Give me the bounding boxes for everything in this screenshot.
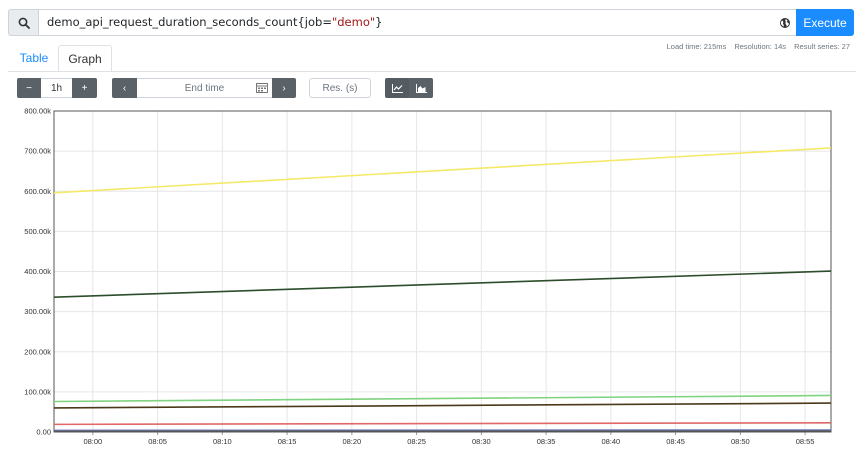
x-tick-label: 08:35 [537, 437, 556, 446]
expression-input[interactable]: demo_api_request_duration_seconds_count{… [38, 9, 774, 36]
load-time: Load time: 215ms [666, 42, 727, 51]
y-tick-label: 200.00k [24, 347, 51, 356]
y-tick-label: 800.00k [24, 107, 51, 116]
resolution-input[interactable]: Res. (s) [309, 78, 371, 98]
x-tick-label: 08:55 [796, 437, 815, 446]
y-tick-label: 600.00k [24, 187, 51, 196]
calendar-icon[interactable] [256, 82, 268, 94]
x-tick-label: 08:05 [148, 437, 167, 446]
line-chart-button[interactable] [385, 78, 409, 98]
x-tick-label: 08:20 [342, 437, 361, 446]
x-tick-label: 08:10 [213, 437, 232, 446]
globe-icon[interactable] [774, 9, 796, 36]
resolution: Resolution: 14s [734, 42, 787, 51]
range-decrease-button[interactable]: − [17, 78, 41, 98]
query-bar: demo_api_request_duration_seconds_count{… [8, 9, 854, 36]
y-tick-label: 500.00k [24, 227, 51, 236]
end-time-forward-button[interactable]: › [272, 78, 296, 98]
x-tick-label: 08:30 [472, 437, 491, 446]
series-line-2[interactable] [53, 270, 832, 298]
y-tick-label: 100.00k [24, 387, 51, 396]
end-time-back-button[interactable]: ‹ [112, 78, 137, 98]
brace-close: } [375, 15, 383, 29]
area-chart-button[interactable] [409, 78, 433, 98]
x-tick-label: 08:40 [601, 437, 620, 446]
y-tick-label: 400.00k [24, 267, 51, 276]
y-tick-label: 0.00 [36, 428, 51, 437]
series-line-3[interactable] [53, 394, 832, 403]
label-matcher-name: job= [304, 15, 332, 29]
series-line-4[interactable] [53, 402, 832, 409]
label-matcher-value: "demo" [331, 15, 376, 29]
x-tick-label: 08:45 [666, 437, 685, 446]
range-increase-button[interactable]: + [72, 78, 97, 98]
tab-table[interactable]: Table [19, 51, 49, 65]
series-line-5[interactable] [53, 421, 832, 426]
x-tick-label: 08:15 [278, 437, 297, 446]
y-tick-label: 300.00k [24, 307, 51, 316]
area-chart-icon [415, 83, 427, 93]
graph-panel: 800.00k 700.00k 600.00k 500.00k 400.00k 300.0… [0, 104, 856, 454]
end-time-placeholder: End time [184, 82, 225, 94]
range-input[interactable]: 1h [41, 78, 72, 98]
end-time-input[interactable]: End time [137, 78, 272, 98]
tab-graph[interactable]: Graph [58, 45, 112, 72]
series-line-1[interactable] [53, 147, 832, 194]
line-chart-icon [391, 83, 403, 93]
execute-button[interactable]: Execute [796, 9, 854, 36]
result-series: Result series: 27 [794, 42, 850, 51]
x-tick-label: 08:25 [407, 437, 426, 446]
tab-divider [8, 71, 856, 72]
time-series-chart[interactable]: 800.00k 700.00k 600.00k 500.00k 400.00k 300.0… [0, 104, 856, 454]
metric-name: demo_api_request_duration_seconds_count [47, 15, 298, 29]
query-stats: Load time: 215ms Resolution: 14s Result … [661, 42, 850, 51]
x-tick-label: 08:50 [731, 437, 750, 446]
brace-open: { [297, 15, 305, 29]
x-tick-label: 08:00 [83, 437, 102, 446]
y-tick-label: 700.00k [24, 147, 51, 156]
search-icon [8, 9, 38, 36]
